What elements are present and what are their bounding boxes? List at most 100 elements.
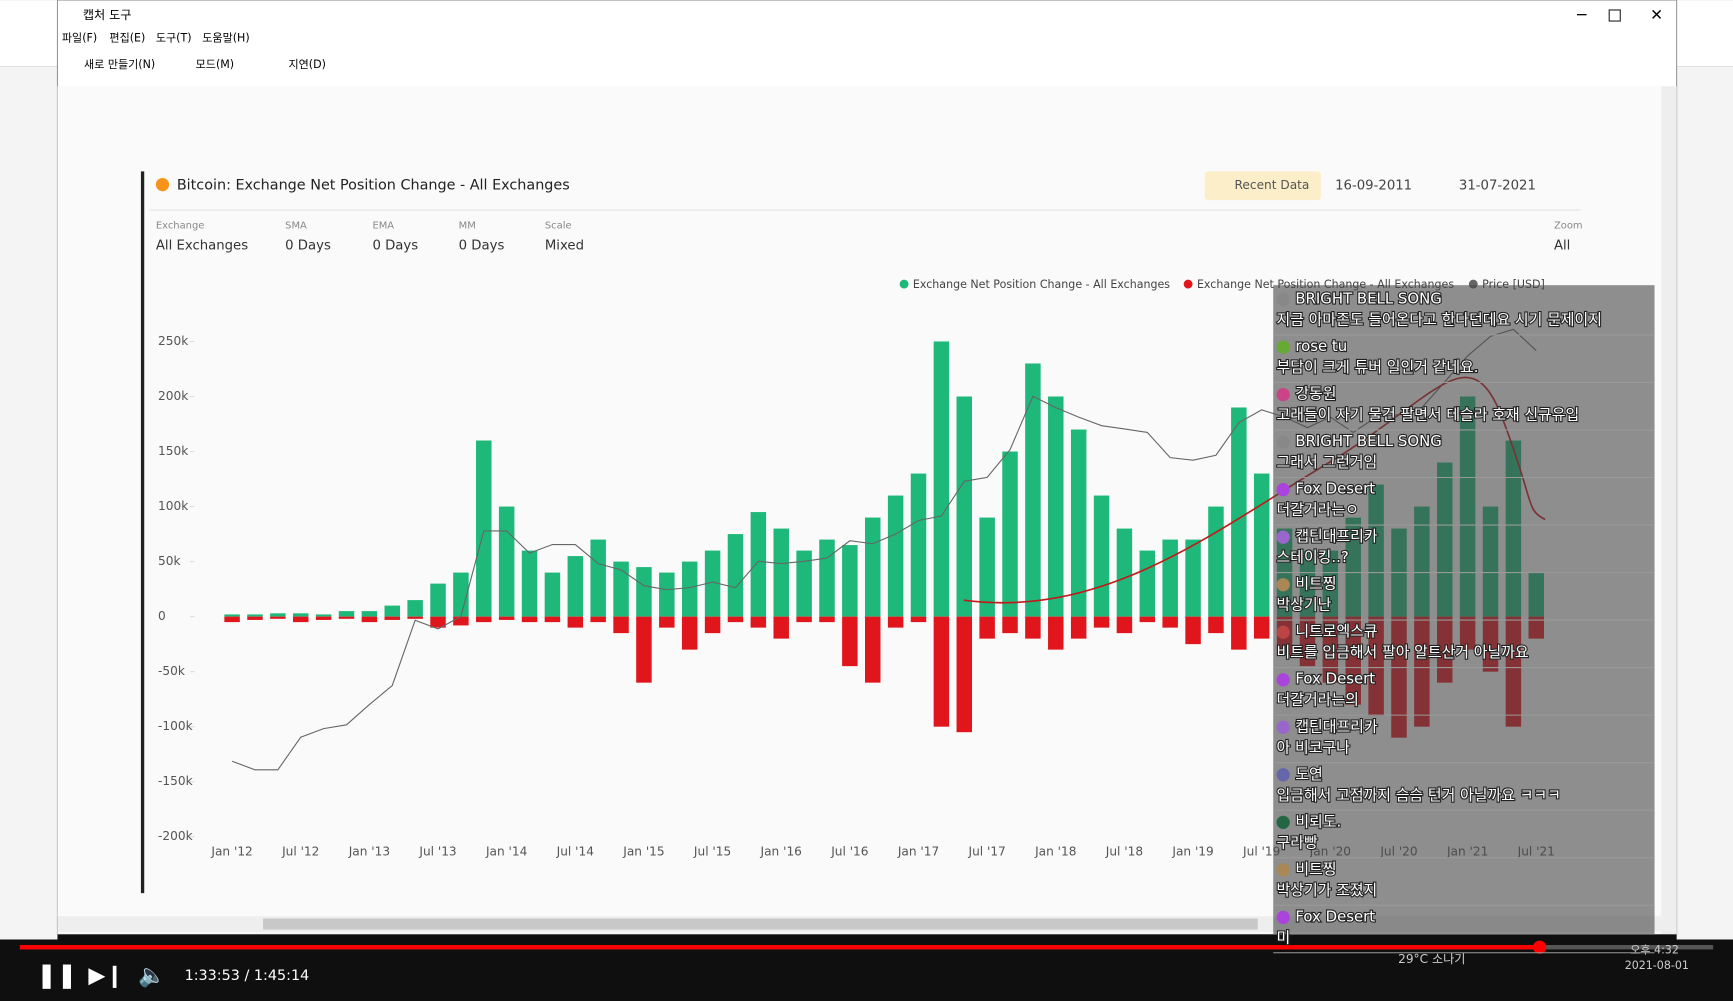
filter-value[interactable]: 0 Days — [285, 238, 331, 253]
clock: 오후 4:32 — [1630, 944, 1679, 957]
bar — [659, 616, 675, 628]
x-tick-label: Jul '17 — [967, 845, 1005, 859]
bar — [1093, 495, 1110, 617]
y-tick-label: 150k — [158, 444, 188, 458]
chat-avatar — [1276, 340, 1290, 354]
bar — [407, 616, 423, 619]
bar — [430, 583, 446, 617]
bar — [750, 512, 767, 617]
bar — [293, 613, 309, 617]
bar — [1208, 616, 1224, 634]
bar — [1070, 616, 1087, 639]
chat-name: 캡틴대프리카 — [1295, 527, 1378, 545]
bar — [1231, 616, 1247, 650]
browser-side — [1676, 66, 1733, 940]
chat-text: 비트를 입금해서 팔아 알트산거 아닐까요 — [1277, 643, 1529, 661]
chat-name: 강동원 — [1295, 385, 1336, 403]
bar — [1185, 616, 1201, 645]
bar — [1253, 616, 1270, 639]
filter-label: EMA — [372, 221, 394, 232]
bar — [247, 616, 263, 620]
bar — [842, 616, 858, 667]
x-tick-label: Jul '15 — [693, 845, 731, 859]
bar — [773, 616, 789, 639]
bar — [956, 396, 973, 617]
bar — [796, 616, 812, 623]
filter-value[interactable]: Mixed — [545, 238, 584, 253]
date: 2021-08-01 — [1625, 959, 1689, 972]
filter-value[interactable]: All Exchanges — [156, 238, 248, 253]
pause-button[interactable]: ❚❚ — [36, 960, 77, 989]
toolbar-item[interactable]: 모드(M) — [196, 58, 234, 71]
bar — [384, 616, 400, 620]
bar — [796, 550, 812, 617]
close[interactable]: ✕ — [1650, 6, 1663, 24]
menu-item[interactable]: 도움말(H) — [202, 31, 249, 45]
maximize[interactable] — [1608, 9, 1621, 22]
chat-text: 스테이킹..? — [1277, 548, 1349, 566]
filter-value[interactable]: 0 Days — [459, 238, 505, 253]
scroll-thumb[interactable] — [263, 918, 1258, 930]
menu-item[interactable]: 파일(F) — [62, 31, 97, 45]
menu-item[interactable]: 도구(T) — [156, 32, 192, 45]
bar — [1116, 616, 1133, 634]
progress-played[interactable] — [19, 945, 1540, 950]
bar — [544, 616, 561, 623]
bar — [224, 614, 240, 617]
chat-text: 부담이 크게 튜버 일인거 같네요. — [1277, 358, 1479, 376]
bar — [361, 611, 378, 617]
y-tick-label: -200k — [158, 829, 193, 843]
scrollbar[interactable] — [1661, 86, 1677, 934]
toolbar-item[interactable]: 지연(D) — [288, 58, 325, 71]
chat-text: 아 비코구나 — [1277, 738, 1351, 756]
bar — [1025, 363, 1041, 617]
chat-text: 지금 아마존도 들어온다고 한다던데요 시기 문제이지 — [1277, 311, 1602, 329]
bar — [1002, 616, 1018, 634]
bar — [956, 616, 973, 733]
bar — [453, 616, 469, 626]
y-tick-label: -50k — [158, 664, 185, 678]
bar — [338, 611, 355, 617]
recent-label[interactable]: Recent Data — [1235, 178, 1310, 192]
chat-name: 니트로엑스큐 — [1295, 622, 1377, 640]
minimize[interactable]: ─ — [1576, 6, 1587, 24]
bar — [613, 616, 629, 634]
bar — [1139, 550, 1156, 617]
chat-avatar — [1276, 530, 1290, 544]
chat-name: 캡틴대프리카 — [1295, 717, 1378, 735]
bar — [681, 561, 698, 617]
legend-swatch — [899, 279, 909, 289]
x-tick-label: Jan '12 — [210, 845, 252, 859]
bar — [521, 550, 538, 617]
bar — [315, 614, 332, 617]
recent-button[interactable] — [1204, 171, 1321, 201]
x-tick-label: Jul '12 — [281, 845, 319, 859]
bar — [1002, 451, 1018, 617]
chat-name: Fox Desert — [1295, 670, 1375, 688]
bar — [384, 605, 400, 617]
toolbar-item[interactable]: 새로 만들기(N) — [84, 58, 155, 71]
chat-name: BRIGHT BELL SONG — [1295, 432, 1441, 450]
date-from[interactable]: 16-09-2011 — [1335, 179, 1412, 194]
bar — [1162, 539, 1178, 617]
date-to[interactable]: 31-07-2021 — [1459, 179, 1536, 194]
chat-name: 비뢰도. — [1295, 812, 1341, 830]
progress-handle[interactable] — [1532, 940, 1547, 954]
volume-button[interactable]: 🔈 — [138, 962, 166, 988]
chat-text: 더갈거라는ㅇ — [1277, 501, 1359, 519]
bar — [636, 567, 652, 617]
bar — [293, 616, 309, 623]
video-time: 1:33:53 / 1:45:14 — [185, 968, 310, 984]
next-button[interactable]: ▶❙ — [88, 962, 124, 988]
chat-avatar — [1276, 387, 1290, 402]
bar — [224, 616, 240, 623]
bar — [933, 341, 950, 617]
bar — [979, 616, 995, 639]
bar — [681, 616, 698, 650]
filter-value[interactable]: 0 Days — [372, 238, 418, 253]
menu-item[interactable]: 편집(E) — [109, 32, 145, 45]
filter-value[interactable]: All — [1554, 238, 1570, 253]
bar — [704, 616, 721, 634]
bar — [979, 517, 995, 617]
